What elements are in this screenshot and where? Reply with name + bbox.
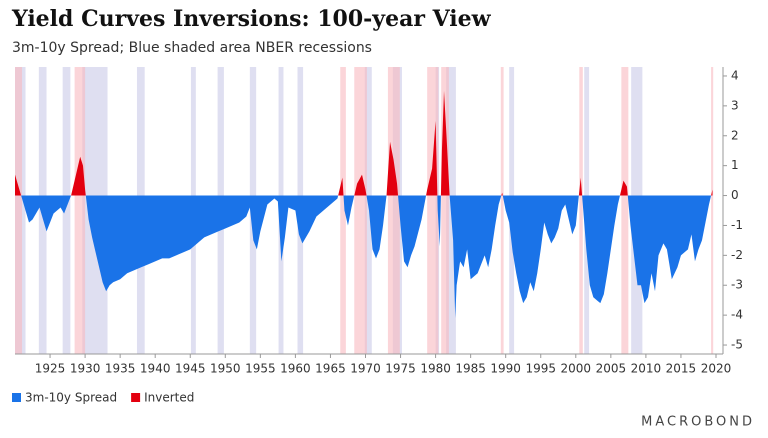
inversion-band	[74, 67, 86, 354]
x-tick-label: 1960	[280, 362, 311, 376]
x-tick-label: 1985	[455, 362, 486, 376]
x-tick-label: 1955	[245, 362, 276, 376]
legend-label: Inverted	[144, 391, 194, 405]
x-tick-label: 2010	[631, 362, 662, 376]
y-tick-label: -5	[731, 338, 743, 352]
x-tick-label: 1980	[420, 362, 451, 376]
inversion-band	[579, 67, 583, 354]
x-tick-label: 1925	[35, 362, 66, 376]
y-tick-label: -1	[731, 218, 743, 232]
x-tick-label: 1995	[525, 362, 556, 376]
recession-band	[62, 67, 71, 354]
inversion-band	[500, 67, 504, 354]
x-tick-label: 1975	[385, 362, 416, 376]
x-tick-label: 1950	[210, 362, 241, 376]
inversion-band	[15, 67, 23, 354]
x-tick-label: 2020	[701, 362, 732, 376]
legend-label: 3m-10y Spread	[25, 391, 117, 405]
legend-swatch	[12, 393, 21, 402]
x-tick-label: 1970	[350, 362, 381, 376]
inversion-band	[441, 67, 449, 354]
y-tick-label: 2	[731, 128, 739, 142]
inversion-band	[711, 67, 714, 354]
y-tick-label: -4	[731, 308, 743, 322]
y-tick-label: 1	[731, 158, 739, 172]
x-tick-label: 1945	[175, 362, 206, 376]
spread-area	[21, 195, 712, 319]
inversion-band	[427, 67, 439, 354]
chart-title: Yield Curves Inversions: 100-year View	[11, 6, 492, 32]
x-tick-label: 1965	[315, 362, 346, 376]
inversion-band	[340, 67, 346, 354]
x-tick-label: 1935	[105, 362, 136, 376]
inversion-band	[387, 67, 400, 354]
y-tick-label: 4	[731, 68, 739, 82]
x-tick-label: 1990	[490, 362, 521, 376]
y-tick-label: 3	[731, 98, 739, 112]
legend-swatch	[131, 393, 141, 402]
x-tick-label: 1930	[70, 362, 101, 376]
brand: MACROBOND	[641, 415, 755, 430]
y-tick-label: -3	[731, 278, 743, 292]
x-tick-label: 1940	[140, 362, 171, 376]
y-tick-label: 0	[731, 188, 739, 202]
x-tick-label: 2015	[666, 362, 697, 376]
inversion-band	[621, 67, 629, 354]
chart-subtitle: 3m-10y Spread; Blue shaded area NBER rec…	[12, 40, 372, 56]
y-tick-label: -2	[731, 248, 743, 262]
recession-band	[364, 67, 372, 354]
x-tick-label: 2000	[561, 362, 592, 376]
inversion-band	[354, 67, 367, 354]
x-tick-label: 2005	[596, 362, 627, 376]
